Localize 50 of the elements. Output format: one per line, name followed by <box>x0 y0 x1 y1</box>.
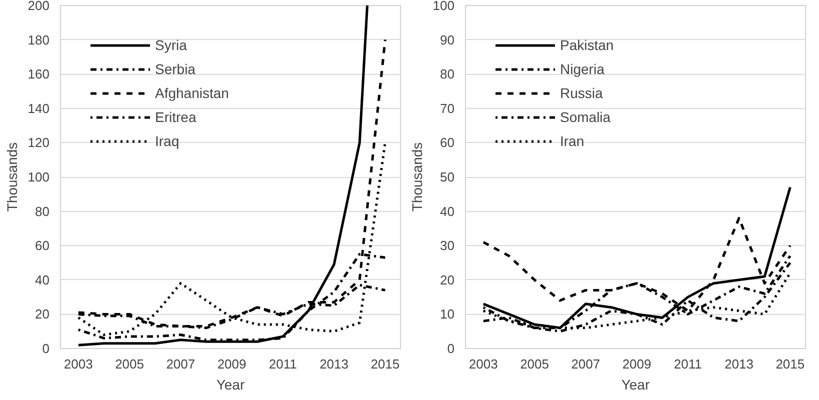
y-tick-label: 20 <box>440 272 455 288</box>
y-axis-title: Thousands <box>408 142 425 212</box>
x-tick-label: 2005 <box>115 356 144 372</box>
y-tick-label: 120 <box>28 135 50 150</box>
y-tick-label: 90 <box>440 32 455 48</box>
y-tick-label: 60 <box>35 238 50 254</box>
legend-label: Russia <box>560 85 603 101</box>
x-tick-label: 2009 <box>622 356 652 372</box>
x-axis-title: Year <box>216 376 245 392</box>
x-tick-label: 2003 <box>64 356 93 372</box>
legend-label: Afghanistan <box>155 85 229 101</box>
y-tick-label: 180 <box>28 32 50 48</box>
x-tick-label: 2007 <box>571 356 600 372</box>
x-tick-label: 2011 <box>674 356 702 372</box>
x-tick-label: 2013 <box>320 356 348 372</box>
x-tick-label: 2007 <box>166 356 196 372</box>
x-tick-label: 2015 <box>370 356 400 372</box>
y-tick-label: 0 <box>42 341 50 356</box>
x-tick-label: 2009 <box>217 356 246 372</box>
y-tick-label: 100 <box>28 170 50 184</box>
x-tick-label: 2015 <box>776 356 805 372</box>
y-tick-label: 40 <box>440 204 455 219</box>
y-tick-label: 10 <box>440 306 455 322</box>
y-tick-label: 60 <box>440 135 455 150</box>
x-tick-label: 2011 <box>268 356 297 372</box>
legend-label: Iran <box>560 133 584 149</box>
y-tick-label: 40 <box>35 272 50 288</box>
x-tick-label: 2005 <box>520 356 549 372</box>
legend-label: Somalia <box>560 109 611 125</box>
y-tick-label: 30 <box>440 238 455 254</box>
y-tick-label: 140 <box>28 100 50 116</box>
x-tick-label: 2013 <box>724 356 754 372</box>
y-tick-label: 80 <box>35 204 50 219</box>
x-axis-title: Year <box>621 376 650 392</box>
y-tick-label: 20 <box>35 306 50 322</box>
y-tick-label: 70 <box>440 100 455 116</box>
y-axis-title: Thousands <box>4 142 20 212</box>
x-tick-label: 2003 <box>468 356 498 372</box>
legend-label: Eritrea <box>155 109 196 125</box>
y-tick-label: 0 <box>447 341 455 356</box>
legend-label: Pakistan <box>560 37 614 53</box>
y-tick-label: 160 <box>28 66 50 82</box>
y-tick-label: 50 <box>440 170 455 184</box>
y-tick-label: 100 <box>432 0 455 13</box>
y-tick-label: 200 <box>28 0 50 13</box>
legend-label: Syria <box>155 37 187 53</box>
legend-label: Iraq <box>155 133 180 149</box>
y-tick-label: 80 <box>440 66 455 82</box>
legend-label: Serbia <box>155 61 196 77</box>
legend-label: Nigeria <box>560 61 604 77</box>
